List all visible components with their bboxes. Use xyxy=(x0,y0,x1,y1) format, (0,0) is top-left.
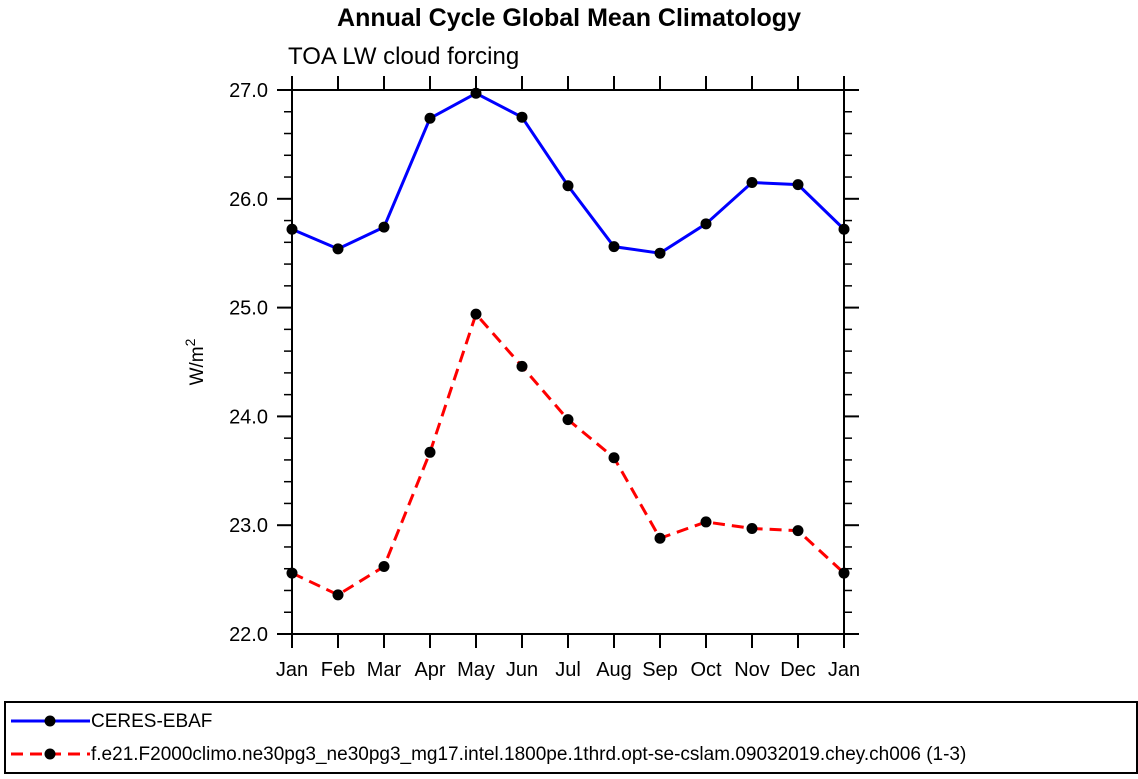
data-point-series0-1 xyxy=(332,243,344,255)
legend-line-sample-dashed xyxy=(11,748,90,760)
x-tick-label: May xyxy=(457,659,495,681)
data-point-series0-8 xyxy=(654,247,666,259)
data-point-series1-10 xyxy=(746,522,758,534)
data-point-series0-7 xyxy=(608,241,620,253)
data-point-series1-11 xyxy=(792,525,804,537)
x-tick-label: Dec xyxy=(780,659,816,681)
data-point-series1-7 xyxy=(608,452,620,464)
legend-label-model: f.e21.F2000climo.ne30pg3_ne30pg3_mg17.in… xyxy=(91,743,967,765)
x-tick-label: Nov xyxy=(734,659,770,681)
x-tick-label: Jan xyxy=(828,659,860,681)
y-tick-label: 22.0 xyxy=(229,624,268,646)
data-point-series0-4 xyxy=(470,87,482,99)
y-tick-label: 24.0 xyxy=(229,406,268,428)
data-point-series1-4 xyxy=(470,308,482,320)
data-point-series1-0 xyxy=(286,567,298,579)
x-tick-label: Feb xyxy=(321,659,355,681)
data-point-series1-1 xyxy=(332,589,344,601)
legend-marker-dot xyxy=(44,715,56,727)
x-tick-label: Apr xyxy=(414,659,445,681)
chart-subtitle: TOA LW cloud forcing xyxy=(288,43,520,70)
series-line-1 xyxy=(291,311,846,597)
data-point-series0-9 xyxy=(700,218,712,230)
data-point-series1-12 xyxy=(838,567,850,579)
legend-marker-dot xyxy=(44,748,56,760)
data-point-series1-3 xyxy=(424,446,436,458)
plot-area: Jan Feb Mar Apr May Jun Jul Aug Sep Oct Nov Dec Jan 2… xyxy=(182,76,860,681)
data-point-series0-10 xyxy=(746,176,758,188)
data-point-series1-2 xyxy=(378,561,390,573)
x-tick-label: Jun xyxy=(506,659,538,681)
chart-title: Annual Cycle Global Mean Climatology xyxy=(337,4,801,32)
data-point-series1-8 xyxy=(654,532,666,544)
data-point-series0-0 xyxy=(286,223,298,235)
legend-label-ceres: CERES-EBAF xyxy=(91,710,213,732)
data-point-series0-11 xyxy=(792,179,804,191)
data-point-series0-12 xyxy=(838,223,850,235)
x-tick-label: Mar xyxy=(367,659,402,681)
series-line-0 xyxy=(291,91,846,255)
x-tick-label: Aug xyxy=(596,659,632,681)
plot-frame xyxy=(291,89,845,635)
legend-line-sample-solid xyxy=(11,715,90,727)
data-point-series0-5 xyxy=(516,111,528,123)
data-point-series0-6 xyxy=(562,180,574,192)
y-tick-label: 26.0 xyxy=(229,189,268,211)
legend-item-model: f.e21.F2000climo.ne30pg3_ne30pg3_mg17.in… xyxy=(10,738,1136,771)
y-tick-label: 25.0 xyxy=(229,298,268,320)
y-axis-title: W/m2 xyxy=(182,338,208,385)
data-point-series1-5 xyxy=(516,360,528,372)
x-tick-label: Jul xyxy=(555,659,581,681)
x-tick-label: Sep xyxy=(642,659,678,681)
data-point-series1-9 xyxy=(700,516,712,528)
x-tick-label: Oct xyxy=(690,659,722,681)
legend-item-ceres: CERES-EBAF xyxy=(10,705,1136,738)
data-point-series1-6 xyxy=(562,414,574,426)
legend-box: CERES-EBAF f.e21.F2000climo.ne30pg3_ne30… xyxy=(4,701,1138,774)
data-point-series0-3 xyxy=(424,112,436,124)
x-tick-label: Jan xyxy=(276,659,308,681)
y-tick-label: 23.0 xyxy=(229,515,268,537)
y-tick-label: 27.0 xyxy=(229,80,268,102)
data-point-series0-2 xyxy=(378,221,390,233)
